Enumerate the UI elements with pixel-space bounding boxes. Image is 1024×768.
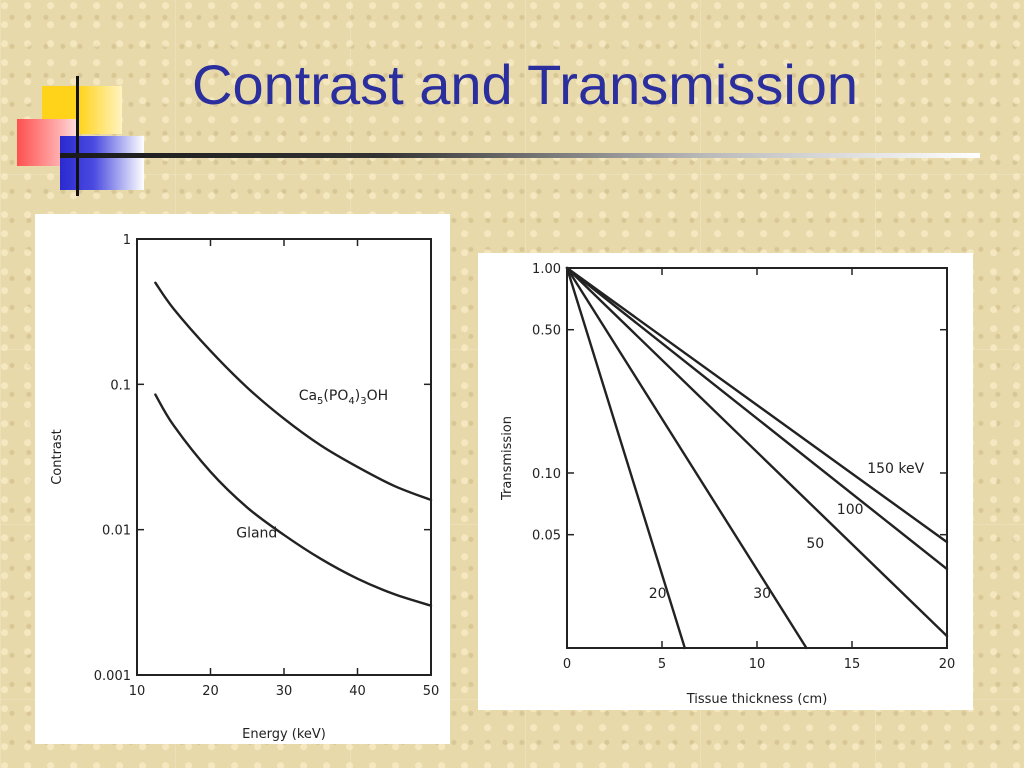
chart-1-xtick-label: 15 — [844, 657, 861, 672]
chart-1-xtick-label: 5 — [658, 657, 666, 672]
chart-0-series-label-gland: Gland — [236, 526, 277, 542]
chart-0-xtick-label: 40 — [349, 684, 366, 699]
chart-1-xtick-label: 20 — [939, 657, 956, 672]
chart-0-series-label-ca5-po4-3oh: Ca5(PO4)3OH — [299, 388, 388, 407]
chart-1-series-line-30 — [565, 266, 808, 650]
chart-1-series-label-20: 20 — [649, 586, 667, 602]
transmission-chart: 1.00 0.50 0.10 0.05 0 5 10 15 20 Tissue thickness… — [500, 262, 956, 707]
chart-1-series-label-150-kev: 150 keV — [867, 461, 924, 477]
chart-0-series-line-gland — [154, 393, 433, 607]
chart-0-xtick-label: 10 — [129, 684, 146, 699]
chart-1-ytick-label: 0.50 — [532, 324, 561, 339]
chart-1-ytick-label: 0.05 — [532, 529, 561, 544]
chart-1-series-label-50: 50 — [806, 536, 824, 552]
chart-0-ytick-label: 0.1 — [110, 378, 131, 393]
decor-vertical-line — [76, 76, 79, 196]
chart-1-ytick-label: 0.10 — [532, 467, 561, 482]
slide-title: Contrast and Transmission — [192, 53, 859, 116]
chart-1-series-line-50 — [565, 266, 949, 638]
chart-1-series-line-150-kev — [565, 266, 949, 544]
chart-0-series-line-ca5-po4-3oh — [154, 281, 433, 502]
transmission-chart-panel: 1.00 0.50 0.10 0.05 0 5 10 15 20 Tissue thickness… — [478, 253, 973, 710]
chart-1-xtick-label: 0 — [563, 657, 571, 672]
chart-0-ytick-label: 1 — [123, 233, 131, 248]
chart-1-series-line-100 — [565, 266, 949, 571]
chart-0-plot-frame — [136, 238, 432, 676]
chart-1-series-label-30: 30 — [753, 586, 771, 602]
chart-0-xtick-label: 20 — [202, 684, 219, 699]
chart-1-xtick-label: 10 — [749, 657, 766, 672]
decor-blue-square — [60, 136, 144, 190]
chart-0-ytick-label: 0.001 — [94, 669, 131, 684]
chart-0-xtick-label: 50 — [423, 684, 440, 699]
chart-1-ytick-label: 1.00 — [532, 262, 561, 277]
chart-1-series-label-100: 100 — [837, 502, 864, 518]
chart-0-x-axis-label: Energy (keV) — [242, 727, 326, 742]
contrast-chart: 0.001 0.01 0.1 1 10 20 30 40 50 Energy (keV) Contr… — [50, 233, 440, 742]
title-rule — [60, 153, 980, 158]
chart-1-x-axis-label: Tissue thickness (cm) — [686, 692, 828, 707]
contrast-chart-panel: 0.001 0.01 0.1 1 10 20 30 40 50 Energy (keV) Contr… — [35, 214, 450, 744]
chart-0-y-axis-label: Contrast — [50, 429, 65, 485]
chart-1-series-line-20 — [565, 266, 686, 650]
chart-0-xtick-label: 30 — [276, 684, 293, 699]
chart-0-ytick-label: 0.01 — [102, 524, 131, 539]
chart-1-y-axis-label: Transmission — [500, 416, 515, 501]
